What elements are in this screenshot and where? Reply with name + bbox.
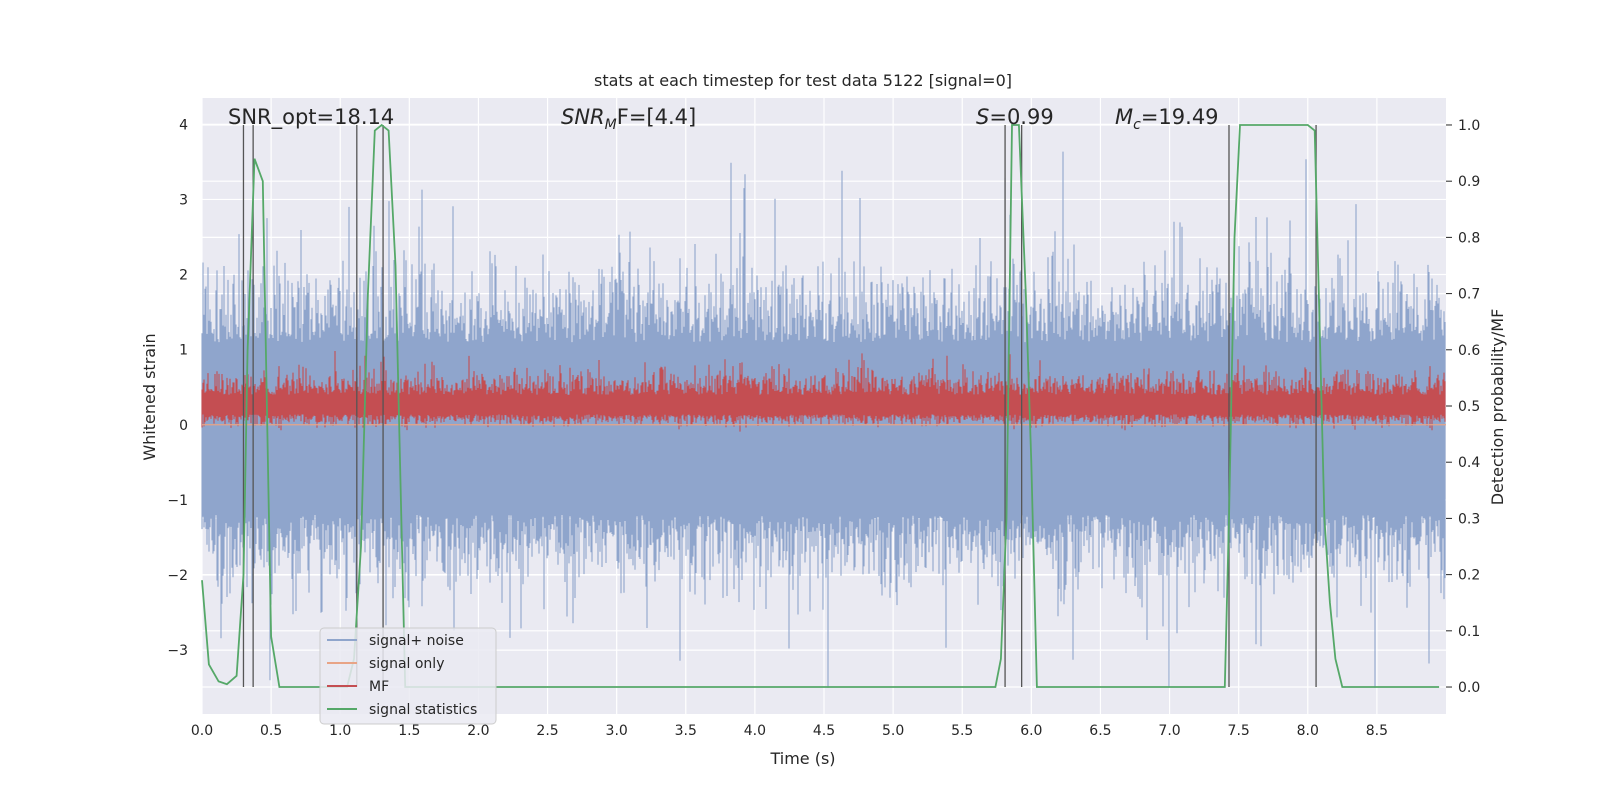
y2-tick-label: 0.3	[1458, 511, 1480, 527]
y2-tick-label: 0.5	[1458, 399, 1480, 415]
x-tick-label: 7.5	[1228, 723, 1250, 739]
y-tick-label: 4	[179, 117, 188, 133]
x-tick-label: 1.5	[398, 723, 420, 739]
y-tick-label: 1	[179, 343, 188, 359]
legend-label-signal-statistics: signal statistics	[369, 702, 477, 718]
y-tick-label: 2	[179, 268, 188, 284]
x-tick-label: 0.5	[260, 723, 282, 739]
y-tick-label: −3	[167, 643, 188, 659]
x-tick-label: 3.0	[606, 723, 628, 739]
y2-tick-label: 0.8	[1458, 230, 1480, 246]
chart-title: stats at each timestep for test data 512…	[594, 71, 1012, 90]
x-tick-label: 6.5	[1089, 723, 1111, 739]
legend-label-mf: MF	[369, 679, 389, 695]
x-tick-label: 0.0	[191, 723, 213, 739]
y-tick-label: 0	[179, 418, 188, 434]
annotation-s: S=0.99	[976, 105, 1054, 129]
y2-tick-label: 0.2	[1458, 568, 1480, 584]
x-tick-label: 2.5	[536, 723, 558, 739]
x-tick-label: 1.0	[329, 723, 351, 739]
y2-tick-label: 0.6	[1458, 343, 1480, 359]
annotation-mc: Mc=19.49	[1115, 105, 1219, 133]
y-tick-label: 3	[179, 192, 188, 208]
legend-label-signal-noise: signal+ noise	[369, 633, 464, 649]
x-tick-label: 5.5	[951, 723, 973, 739]
x-tick-label: 3.5	[675, 723, 697, 739]
x-tick-label: 8.0	[1297, 723, 1319, 739]
legend: signal+ noise signal only MF signal stat…	[319, 627, 497, 725]
x-axis-label: Time (s)	[769, 749, 835, 768]
mf-series	[201, 351, 1446, 432]
y2-tick-label: 0.9	[1458, 174, 1480, 190]
x-axis-ticks: 0.0 0.5 1.0 1.5 2.0 2.5 3.0 3.5 4.0 4.5 5.0 5.5 6.0 6…	[191, 723, 1388, 739]
mf-trace	[201, 351, 1446, 432]
x-tick-label: 7.0	[1158, 723, 1180, 739]
y-tick-label: −1	[167, 493, 188, 509]
legend-box	[319, 627, 497, 725]
x-tick-label: 5.0	[882, 723, 904, 739]
y2-tick-label: 0.7	[1458, 287, 1480, 303]
y-axis-label: Whitened strain	[140, 333, 159, 460]
legend-label-signal-only: signal only	[369, 656, 444, 672]
y-axis-ticks: −3 −2 −1 0 1 2 3 4	[167, 117, 188, 659]
y2-tick-label: 0.0	[1458, 680, 1480, 696]
x-tick-label: 4.0	[744, 723, 766, 739]
annotation-snr-mf: SNRMF=[4.4]	[561, 105, 696, 133]
y2-axis-label: Detection probability/MF	[1488, 309, 1507, 506]
y2-tick-label: 0.1	[1458, 624, 1480, 640]
x-tick-label: 4.5	[813, 723, 835, 739]
x-tick-label: 2.0	[467, 723, 489, 739]
y2-axis-ticks: 0.0 0.1 0.2 0.3 0.4 0.5 0.6 0.7 0.8 0.9 1.0	[1446, 118, 1480, 696]
x-tick-label: 8.5	[1366, 723, 1388, 739]
y-tick-label: −2	[167, 568, 188, 584]
annotation-snr-opt: SNR_opt=18.14	[228, 105, 394, 130]
y2-tick-label: 1.0	[1458, 118, 1480, 134]
signal-statistics-series	[201, 123, 1440, 688]
y2-tick-label: 0.4	[1458, 455, 1480, 471]
x-tick-label: 6.0	[1020, 723, 1042, 739]
